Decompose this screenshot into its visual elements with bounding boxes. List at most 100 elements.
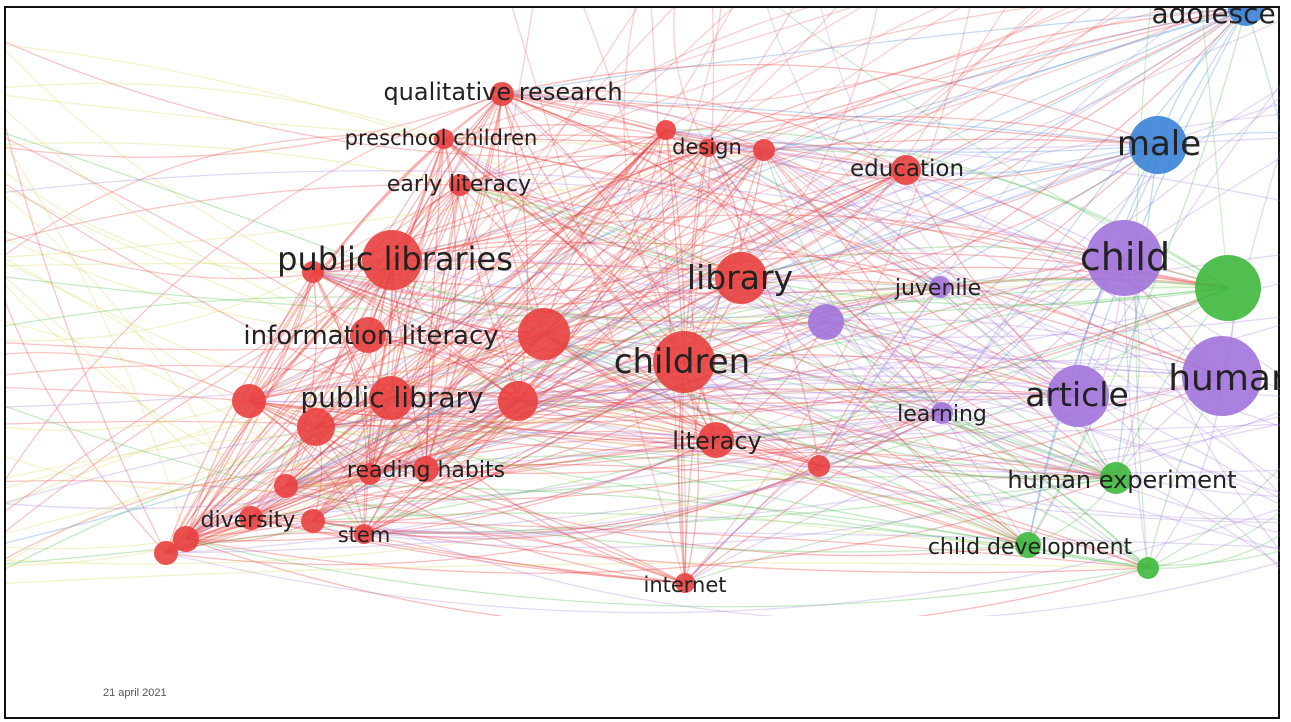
network-node-literacy[interactable] — [698, 422, 734, 458]
network-node-information-literacy[interactable] — [350, 317, 386, 353]
network-node[interactable] — [656, 120, 676, 140]
network-edge — [511, 8, 686, 584]
network-edge — [763, 149, 943, 414]
network-edge — [165, 423, 1280, 554]
network-edge — [6, 430, 1029, 546]
network-node[interactable] — [301, 509, 325, 533]
network-node-education[interactable] — [891, 155, 921, 185]
node-label-child-development: child development — [928, 535, 1133, 560]
network-edge — [165, 259, 393, 554]
network-node[interactable] — [808, 455, 830, 477]
network-edge — [285, 8, 1247, 487]
network-edge — [740, 144, 1159, 279]
network-edge — [6, 183, 392, 399]
network-edge — [369, 430, 820, 475]
network-node-male[interactable] — [1129, 116, 1187, 174]
network-edge — [369, 138, 445, 475]
network-edge — [250, 169, 907, 519]
network-node[interactable] — [518, 308, 570, 360]
network-edge — [501, 89, 907, 171]
network-edge — [740, 144, 1159, 279]
network-node-public-libraries[interactable] — [362, 230, 422, 290]
network-edge — [285, 287, 1229, 487]
network-node-article[interactable] — [1047, 365, 1109, 427]
network-edge — [1027, 544, 1280, 566]
network-edge — [312, 144, 1159, 522]
network-edge — [425, 412, 943, 475]
network-node-library[interactable] — [715, 252, 767, 304]
network-edge — [363, 533, 686, 584]
network-edge — [6, 149, 765, 258]
network-node[interactable] — [274, 474, 298, 498]
network-edge — [1077, 8, 1247, 397]
node-label-adolescent: adolescent — [1151, 8, 1280, 30]
network-edge — [312, 271, 427, 470]
network-edge — [497, 93, 545, 335]
network-edge — [6, 137, 369, 336]
network-node[interactable] — [359, 463, 381, 485]
network-node[interactable] — [297, 408, 335, 446]
network-node-child[interactable] — [1086, 220, 1162, 296]
network-edge — [501, 93, 1159, 146]
network-node[interactable] — [232, 384, 266, 418]
network-node-adolescent[interactable] — [1228, 8, 1264, 26]
network-edge — [363, 477, 1117, 535]
network-edge — [740, 277, 1079, 397]
network-node-design[interactable] — [699, 139, 717, 157]
network-node[interactable] — [154, 541, 178, 565]
network-edge — [443, 138, 1117, 479]
network-edge — [459, 184, 1229, 306]
network-node-internet[interactable] — [675, 573, 695, 593]
network-node[interactable] — [302, 261, 324, 283]
network-edge — [443, 138, 1223, 377]
network-node-diversity[interactable] — [239, 506, 263, 530]
network-edge — [363, 129, 667, 535]
network-node[interactable] — [498, 381, 538, 421]
network-node-preschool-children[interactable] — [434, 129, 454, 149]
network-node-qualitative-research[interactable] — [490, 82, 514, 106]
network-edge — [443, 138, 545, 335]
network-node-juvenile[interactable] — [929, 276, 951, 298]
network-edge — [312, 333, 545, 522]
node-label-design: design — [672, 135, 742, 159]
network-node-child-development[interactable] — [1015, 532, 1041, 558]
network-edge — [6, 49, 314, 273]
network-edge — [312, 361, 685, 522]
network-edge — [312, 241, 1223, 377]
network-edge — [6, 296, 1117, 479]
network-node[interactable] — [808, 304, 844, 340]
network-node-children[interactable] — [653, 331, 715, 393]
network-node-early-literacy[interactable] — [449, 174, 471, 196]
network-edge — [543, 144, 1159, 335]
network-node-human-experiment[interactable] — [1100, 462, 1132, 494]
network-edge — [6, 562, 1149, 585]
network-edge — [248, 330, 545, 402]
network-edge — [285, 8, 674, 487]
network-edge — [443, 8, 852, 140]
network-edge — [6, 262, 365, 535]
network-edge — [312, 147, 709, 522]
network-edge — [312, 271, 545, 335]
network-edge — [825, 318, 1223, 377]
network-edge — [285, 169, 907, 487]
network-edge — [248, 400, 365, 535]
network-node-stem[interactable] — [354, 524, 374, 544]
network-node[interactable] — [1137, 557, 1159, 579]
network-node[interactable] — [173, 526, 199, 552]
network-node[interactable] — [753, 139, 775, 161]
network-edge — [315, 423, 1280, 436]
network-node[interactable] — [1195, 255, 1261, 321]
node-label-literacy: literacy — [672, 427, 761, 455]
network-edge — [517, 400, 717, 441]
network-edge — [6, 82, 445, 140]
network-edge — [285, 485, 1029, 546]
network-edge — [1123, 257, 1149, 569]
network-node-public-library[interactable] — [369, 376, 413, 420]
network-node-reading-habits[interactable] — [413, 456, 439, 482]
network-edge — [390, 184, 461, 399]
network-node-human[interactable] — [1182, 336, 1262, 416]
network-node-learning[interactable] — [931, 402, 953, 424]
network-edge — [285, 386, 943, 487]
network-edge — [367, 286, 941, 336]
network-edge — [707, 141, 907, 171]
